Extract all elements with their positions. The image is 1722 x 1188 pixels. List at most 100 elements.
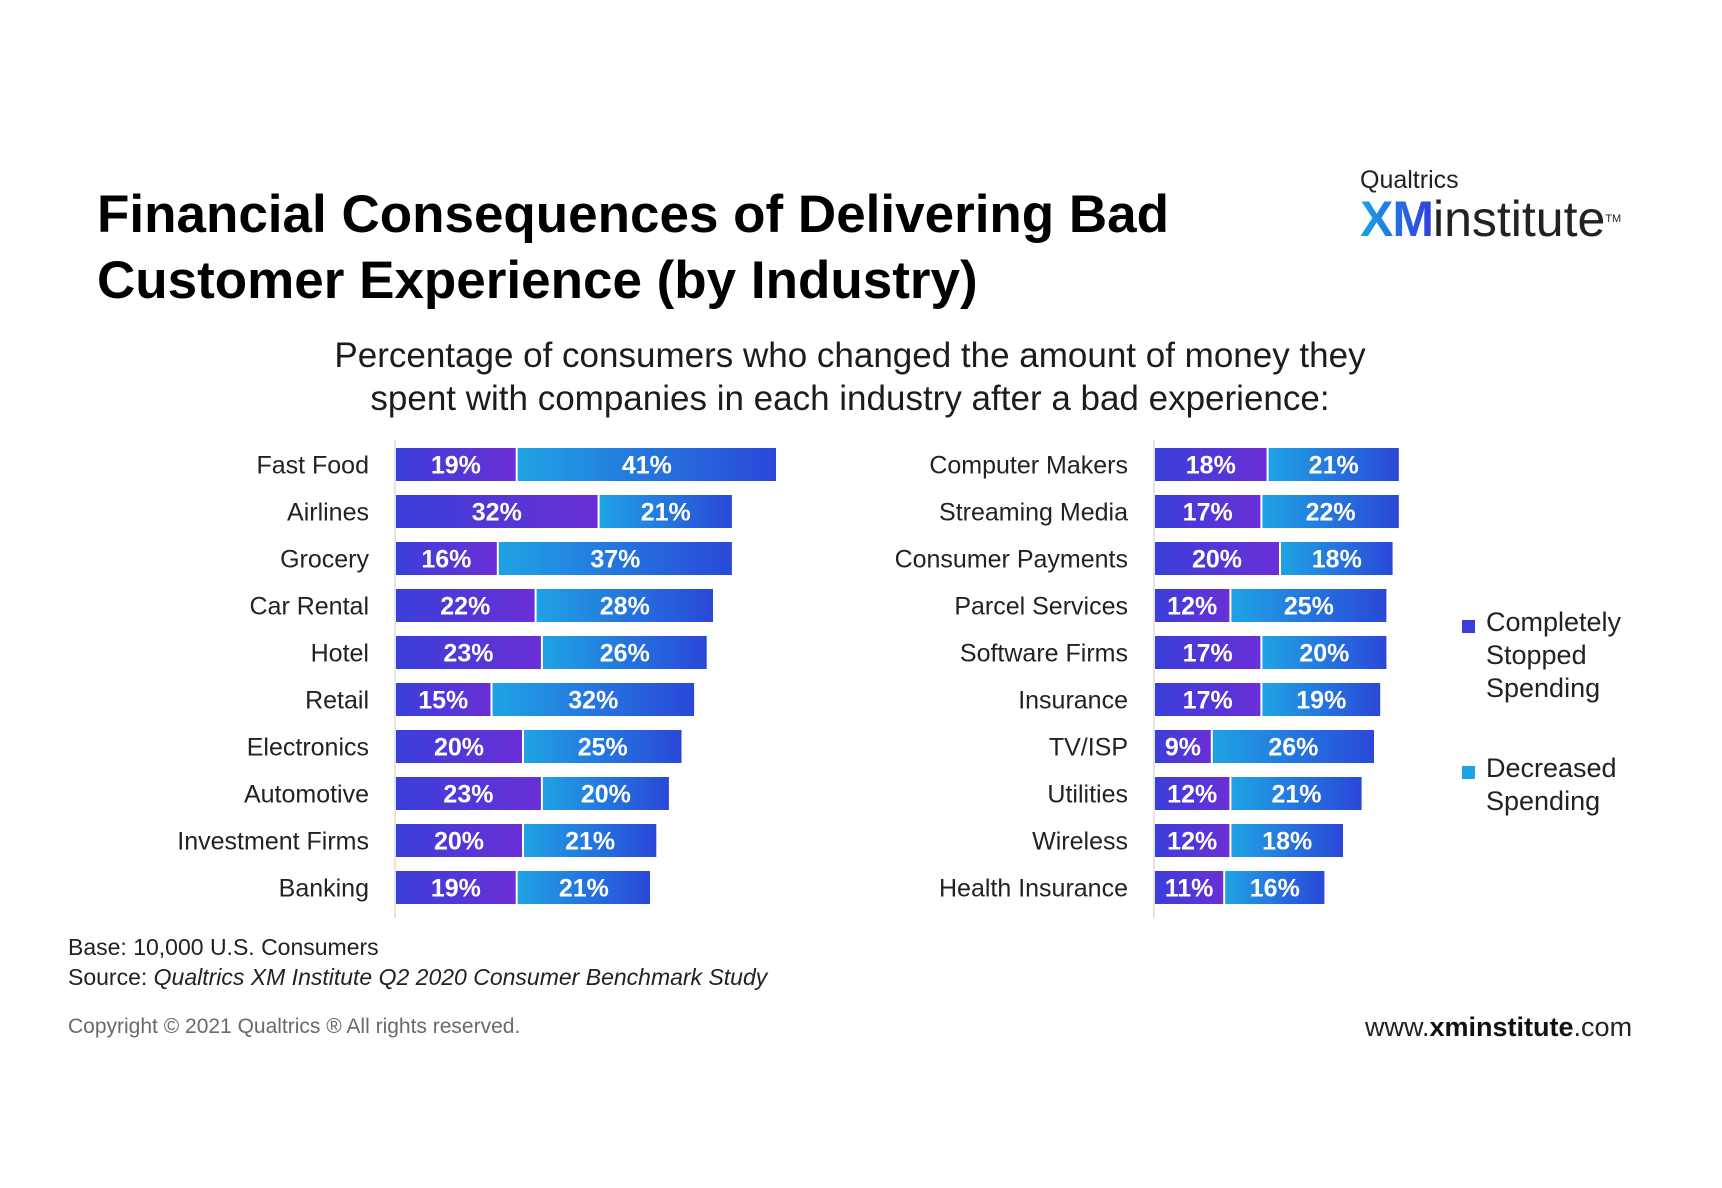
category-label: Car Rental (250, 593, 370, 621)
bar-decreased (1231, 824, 1343, 857)
chart-title-line-2: Customer Experience (by Industry) (97, 251, 978, 310)
data-label-decreased: 32% (568, 687, 618, 715)
category-label: Electronics (247, 734, 369, 762)
legend-swatch-decreased (1462, 766, 1475, 779)
bar-decreased (1281, 542, 1393, 575)
data-label-decreased: 18% (1312, 546, 1362, 574)
data-label-decreased: 20% (1299, 640, 1349, 668)
data-label-decreased: 18% (1262, 828, 1312, 856)
chart-title: Financial Consequences of Delivering Bad… (97, 182, 1297, 314)
legend-label-stopped: Completely Stopped Spending (1486, 607, 1622, 703)
data-label-stopped: 16% (421, 546, 471, 574)
data-label-stopped: 12% (1167, 593, 1217, 621)
bar-decreased (536, 589, 713, 622)
data-label-decreased: 20% (581, 781, 631, 809)
bar-stopped (396, 730, 522, 763)
data-label-decreased: 21% (565, 828, 615, 856)
legend-swatch-stopped (1462, 620, 1475, 633)
right-bar-chart: Computer Makers 18% 21% Streaming Media 17% 2… (895, 440, 1399, 918)
bar-decreased (1268, 448, 1399, 481)
data-label-stopped: 20% (434, 734, 484, 762)
category-label: Health Insurance (939, 875, 1128, 903)
bar-decreased (524, 730, 682, 763)
bar-decreased (1225, 871, 1325, 904)
chart-title-line-1: Financial Consequences of Delivering Bad (97, 185, 1170, 244)
chart-legend: Completely Stopped Spending Decreased Sp… (1462, 606, 1702, 818)
url-prefix: www. (1365, 1012, 1430, 1042)
bar-stopped (1155, 683, 1261, 716)
data-label-stopped: 20% (1192, 546, 1242, 574)
logo-xm-text: XM (1360, 191, 1434, 247)
logo-trademark: TM (1605, 213, 1622, 225)
data-label-stopped: 18% (1186, 452, 1236, 480)
bar-stopped (396, 824, 522, 857)
data-label-stopped: 32% (472, 499, 522, 527)
bar-decreased (599, 495, 732, 528)
category-label: Grocery (280, 546, 369, 574)
data-label-stopped: 9% (1165, 734, 1201, 762)
data-label-decreased: 22% (1306, 499, 1356, 527)
bar-stopped (1155, 824, 1230, 857)
bar-stopped (1155, 448, 1267, 481)
bar-decreased (1262, 683, 1381, 716)
bar-stopped (396, 636, 541, 669)
bar-decreased (1231, 589, 1387, 622)
bar-decreased (542, 777, 669, 810)
bar-stopped (396, 777, 541, 810)
data-label-decreased: 26% (1268, 734, 1318, 762)
chart-subtitle: Percentage of consumers who changed the … (200, 334, 1500, 420)
footnote-base: Base: 10,000 U.S. Consumers (68, 934, 379, 960)
bar-stopped (1155, 589, 1230, 622)
data-label-stopped: 15% (418, 687, 468, 715)
data-label-decreased: 26% (600, 640, 650, 668)
bar-stopped (1155, 871, 1224, 904)
data-label-stopped: 23% (443, 640, 493, 668)
data-label-decreased: 16% (1250, 875, 1300, 903)
url-suffix: .com (1573, 1012, 1633, 1042)
xm-institute-logo: Qualtrics XMinstituteTM (1360, 166, 1660, 244)
category-label: Airlines (287, 499, 369, 527)
data-label-stopped: 19% (431, 875, 481, 903)
category-label: Streaming Media (939, 499, 1128, 527)
data-label-stopped: 22% (440, 593, 490, 621)
bar-stopped (396, 542, 497, 575)
legend-item-stopped: Completely Stopped Spending (1462, 606, 1702, 705)
data-label-stopped: 17% (1183, 640, 1233, 668)
category-label: Automotive (244, 781, 369, 809)
category-label: TV/ISP (1049, 734, 1128, 762)
category-label: Utilities (1047, 781, 1128, 809)
data-label-decreased: 25% (1284, 593, 1334, 621)
bar-decreased (1212, 730, 1374, 763)
data-label-decreased: 28% (600, 593, 650, 621)
data-label-decreased: 37% (590, 546, 640, 574)
bar-decreased (517, 448, 776, 481)
data-label-stopped: 19% (431, 452, 481, 480)
left-bar-chart: Fast Food 19% 41%Airlines 32% 21%Grocery 16% 3… (177, 440, 776, 918)
category-label: Wireless (1032, 828, 1128, 856)
logo-qualtrics-text: Qualtrics (1360, 166, 1459, 194)
category-label: Software Firms (960, 640, 1128, 668)
url-bold: xminstitute (1429, 1012, 1574, 1042)
bar-decreased (542, 636, 707, 669)
category-label: Retail (305, 687, 369, 715)
category-label: Banking (279, 875, 369, 903)
data-label-decreased: 21% (641, 499, 691, 527)
bar-stopped (1155, 730, 1211, 763)
data-label-stopped: 23% (443, 781, 493, 809)
bar-decreased (517, 871, 650, 904)
footnote-source: Source: Qualtrics XM Institute Q2 2020 C… (68, 964, 767, 991)
data-label-stopped: 20% (434, 828, 484, 856)
source-text: Qualtrics XM Institute Q2 2020 Consumer … (153, 964, 768, 990)
category-label: Computer Makers (929, 452, 1128, 480)
bar-decreased (492, 683, 695, 716)
copyright-text: Copyright © 2021 Qualtrics ® All rights … (68, 1015, 521, 1038)
data-label-stopped: 17% (1183, 687, 1233, 715)
bar-stopped (396, 448, 516, 481)
category-label: Insurance (1018, 687, 1128, 715)
data-label-stopped: 17% (1183, 499, 1233, 527)
bar-decreased (1262, 636, 1387, 669)
category-label: Consumer Payments (895, 546, 1128, 574)
bar-decreased (524, 824, 657, 857)
data-label-decreased: 21% (1309, 452, 1359, 480)
category-label: Parcel Services (954, 593, 1128, 621)
